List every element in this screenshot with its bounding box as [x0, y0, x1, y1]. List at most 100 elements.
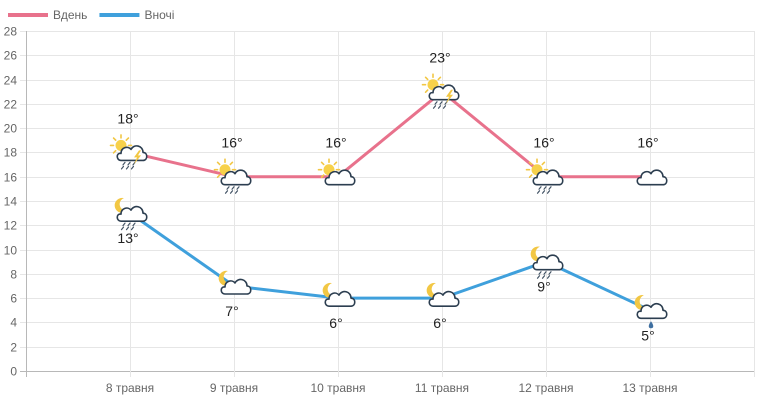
sun-cloud-rain-thunder-icon	[421, 73, 460, 109]
sun-ray	[320, 161, 325, 166]
moon-shape	[322, 282, 336, 298]
moon-shape	[634, 295, 648, 311]
moon-cloud-icon	[322, 282, 356, 307]
x-tick-label: 9 травня	[210, 381, 258, 395]
sun-cloud-rain-thunder-icon	[109, 134, 148, 170]
rain-drop	[434, 101, 438, 105]
series-line-night	[128, 211, 652, 312]
legend-label: Вдень	[53, 8, 87, 22]
rain-drop	[236, 186, 240, 190]
series-lines	[128, 90, 652, 312]
rain-drop	[541, 275, 546, 279]
x-tick-label: 12 травня	[518, 381, 573, 395]
weather-icons	[109, 73, 668, 329]
sun-ray	[437, 76, 442, 81]
rain-drop	[543, 186, 547, 190]
y-tick-label: 14	[4, 195, 18, 209]
sun-ray	[125, 137, 130, 141]
x-tick-label: 11 травня	[415, 381, 469, 395]
y-tick-label: 4	[10, 316, 17, 330]
x-tick-label: 13 травня	[622, 381, 677, 395]
y-tick-label: 8	[10, 268, 17, 282]
rain-drop	[125, 165, 130, 170]
moon-shape	[530, 246, 544, 262]
y-tick-label: 6	[10, 292, 17, 306]
cloud-icon	[636, 169, 668, 186]
rain-drop	[439, 101, 443, 105]
rain-drop	[538, 271, 542, 275]
rain-drop	[231, 186, 235, 190]
day-temp-label: 16°	[533, 135, 554, 151]
y-tick-label: 18	[4, 146, 18, 160]
rain-drop	[132, 161, 136, 166]
rain-drop	[234, 190, 239, 194]
sun-ray	[424, 89, 429, 93]
x-tick-label: 8 травня	[106, 381, 154, 395]
rain-drop	[132, 222, 136, 227]
rain-drop	[543, 271, 547, 275]
cloud-shape	[532, 254, 564, 271]
cloud-shape	[428, 290, 460, 307]
sun-cloud-rain-icon	[213, 158, 252, 194]
day-temp-label: 23°	[429, 50, 450, 66]
moon-cloud-rain-icon	[114, 197, 148, 231]
rain-drop	[122, 161, 126, 166]
night-temp-label: 13°	[117, 230, 138, 246]
chart-grid	[20, 31, 755, 377]
sun-ray	[216, 174, 221, 178]
sun-ray	[424, 76, 429, 81]
cloud-shape	[532, 169, 564, 186]
rain-drop	[122, 222, 126, 227]
y-tick-label: 2	[10, 341, 17, 355]
rain-drop	[546, 275, 551, 279]
sun-ray	[216, 161, 221, 166]
rain-drop	[127, 222, 131, 227]
moon-shape	[426, 282, 440, 298]
cloud-shape	[324, 169, 356, 186]
moon-shape	[114, 197, 128, 213]
legend-item-night[interactable]: Вночі	[99, 8, 174, 22]
sun-ray	[541, 161, 546, 166]
night-temp-label: 6°	[433, 315, 446, 331]
rain-drop	[546, 190, 551, 194]
moon-cloud-drop-icon	[634, 295, 668, 329]
day-temp-label: 16°	[221, 135, 242, 151]
rain-drop	[226, 186, 230, 190]
moon-shape	[218, 270, 232, 286]
legend[interactable]: Вдень Вночі	[8, 8, 174, 22]
rain-drop	[444, 101, 448, 105]
sun-ray	[528, 174, 533, 178]
moon-cloud-icon	[426, 282, 460, 307]
sun-ray	[112, 149, 117, 154]
rain-drop	[548, 271, 552, 275]
x-tick-label: 10 травня	[310, 381, 365, 395]
rain-drop	[536, 190, 541, 194]
legend-label: Вночі	[144, 8, 174, 22]
y-tick-label: 28	[4, 25, 18, 39]
cloud-shape	[116, 205, 148, 222]
lightning-bolt	[446, 89, 453, 104]
y-tick-label: 0	[10, 365, 17, 379]
moon-cloud-rain-icon	[530, 246, 564, 279]
rain-drop	[130, 165, 135, 170]
rain-drop	[224, 190, 229, 194]
rain-drop	[437, 105, 442, 109]
sun-ray	[320, 174, 325, 178]
lightning-bolt	[134, 150, 141, 165]
temperature-labels: 18° 16° 16° 23° 16° 16° 13° 7° 6° 6° 9° 5°	[117, 50, 658, 344]
y-tick-label: 24	[4, 74, 18, 88]
cloud-shape	[220, 278, 252, 295]
legend-item-day[interactable]: Вдень	[8, 8, 87, 22]
day-temp-label: 16°	[637, 135, 658, 151]
water-drop	[648, 321, 654, 329]
night-temp-label: 7°	[225, 303, 238, 319]
rain-drop	[432, 105, 437, 109]
rain-drop	[120, 165, 125, 170]
night-temp-label: 5°	[641, 327, 654, 343]
series-line-day	[128, 90, 652, 179]
rain-drop	[125, 226, 130, 231]
rain-drop	[442, 105, 447, 109]
rain-drop	[536, 275, 541, 279]
rain-drop	[229, 190, 234, 194]
